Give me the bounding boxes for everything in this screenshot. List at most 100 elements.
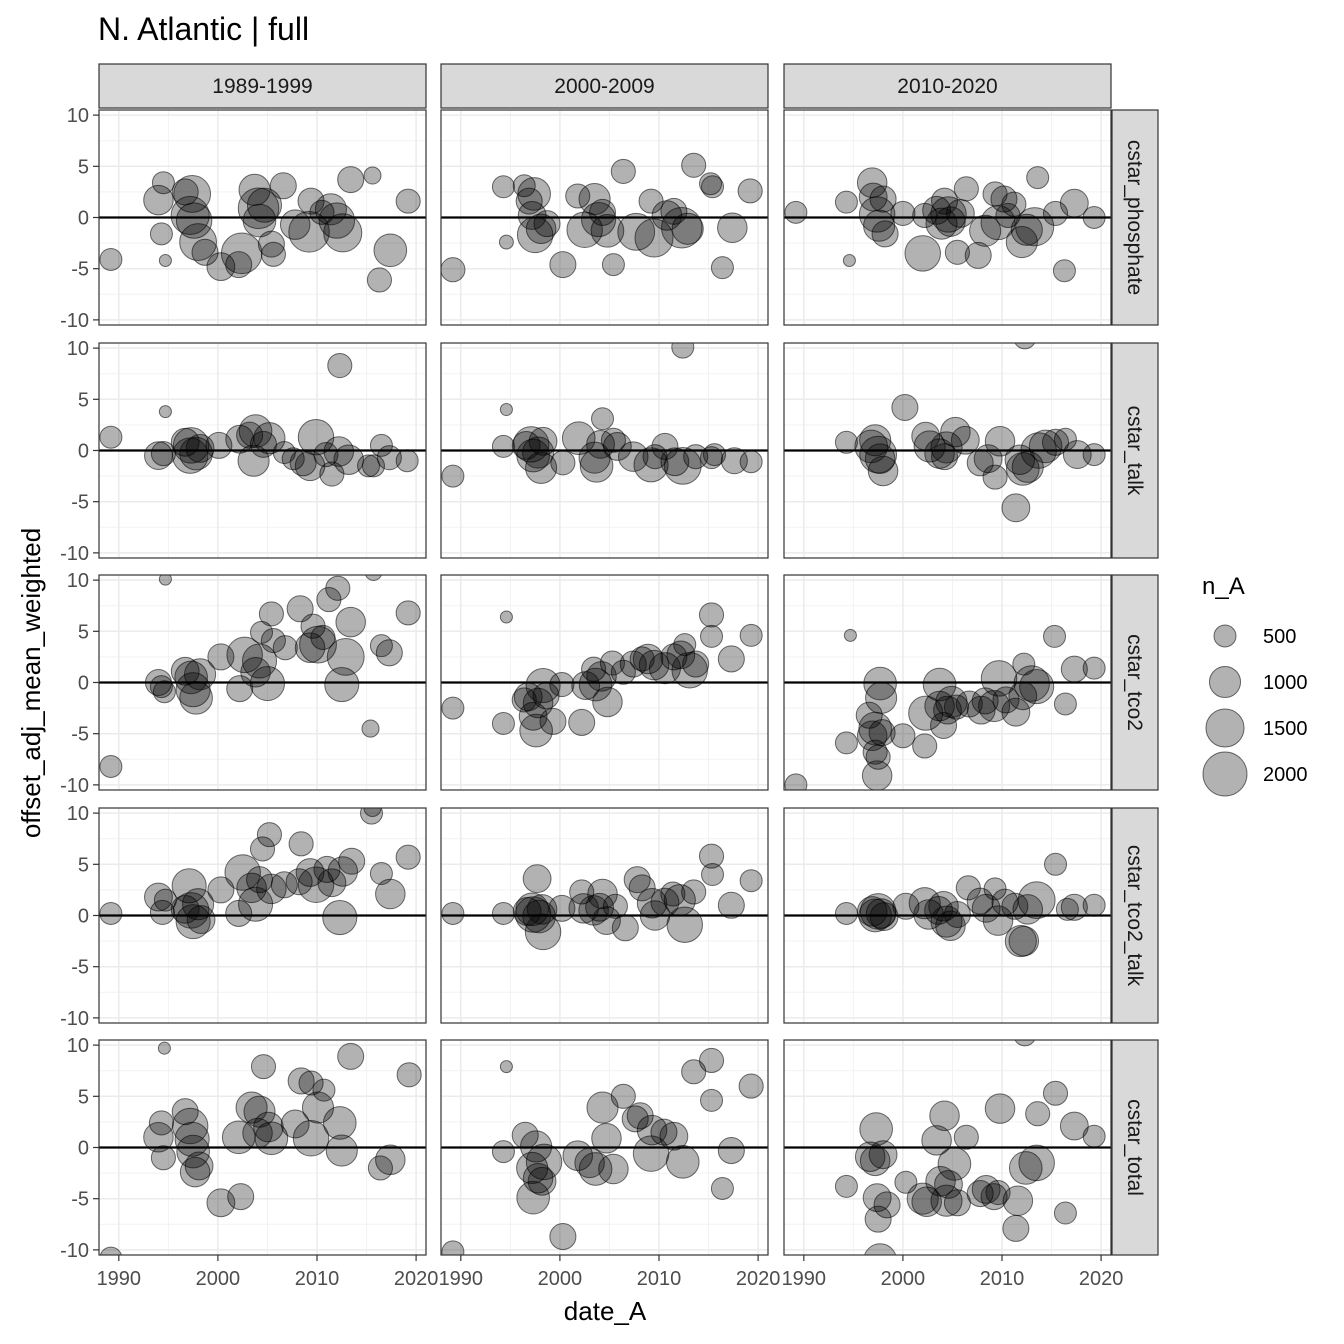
data-point [525, 668, 561, 704]
data-point [226, 636, 263, 674]
data-point [717, 891, 745, 919]
data-point [930, 1184, 963, 1217]
data-point [323, 436, 355, 467]
data-point [441, 696, 465, 720]
data-point [491, 901, 515, 925]
column-strip [783, 63, 1112, 109]
data-point [739, 450, 763, 474]
data-point [921, 1125, 952, 1156]
data-point [369, 433, 393, 457]
data-point [681, 152, 707, 178]
data-point [1005, 226, 1038, 259]
x-tick-label: 2010 [637, 1268, 682, 1290]
data-point [1059, 188, 1089, 218]
data-point [912, 733, 938, 759]
data-point [1059, 1111, 1089, 1141]
data-point [527, 1166, 557, 1196]
data-point [323, 213, 363, 253]
panel-points [441, 152, 763, 283]
data-point [922, 667, 957, 702]
data-point [925, 207, 958, 240]
panel-points [99, 575, 421, 778]
data-point [549, 251, 577, 279]
data-point [172, 427, 210, 464]
data-point [499, 403, 513, 417]
y-tick-label: 0 [78, 1138, 89, 1160]
legend-key-label: 1500 [1263, 718, 1308, 740]
data-point [151, 171, 175, 195]
data-point [739, 869, 763, 893]
data-point [650, 1118, 678, 1146]
data-point [1043, 624, 1067, 648]
size-legend: n_A 500 1000 1500 2000 [1202, 573, 1308, 797]
data-point [717, 1137, 745, 1165]
y-tick-label: 10 [67, 105, 89, 127]
data-point [150, 1145, 176, 1171]
y-tick-label: 5 [78, 389, 89, 411]
data-point [326, 637, 365, 676]
data-point [272, 635, 298, 661]
data-point [1001, 191, 1027, 217]
data-point [984, 1093, 1016, 1124]
data-point [591, 407, 615, 431]
data-point [99, 1246, 122, 1255]
x-tick-label: 2020 [394, 1268, 439, 1290]
data-point [661, 206, 703, 249]
row-strip-label: cstar_total [1123, 1099, 1146, 1196]
panel [440, 109, 769, 326]
data-point [971, 893, 1001, 923]
data-point [99, 901, 123, 925]
y-tick-label: 5 [78, 621, 89, 643]
data-point [170, 195, 210, 236]
data-point [185, 434, 215, 463]
data-point [1018, 1144, 1055, 1182]
data-point [325, 575, 351, 601]
data-point [931, 187, 959, 215]
data-point [610, 1083, 636, 1109]
data-point [945, 198, 975, 228]
data-point [549, 671, 575, 698]
data-point [237, 187, 280, 230]
data-point [864, 443, 896, 474]
panel-border [783, 342, 1112, 559]
panel [783, 342, 1112, 559]
data-point [246, 187, 283, 223]
data-point [632, 643, 664, 675]
data-point [834, 731, 858, 755]
data-point [944, 239, 970, 265]
data-point [260, 241, 286, 267]
data-point [524, 913, 562, 951]
data-point [158, 575, 172, 586]
data-point [395, 600, 421, 626]
data-point [491, 175, 515, 199]
legend-key-circle [1205, 708, 1245, 748]
panel: 1990 2000 2010 2020 [782, 1039, 1123, 1290]
y-tick-label: -5 [71, 724, 89, 746]
panel [440, 574, 769, 791]
data-point [515, 187, 543, 215]
data-point [176, 1134, 210, 1169]
data-point [784, 200, 808, 224]
data-point [522, 864, 552, 894]
data-point [539, 707, 567, 735]
data-point [720, 447, 748, 475]
panel-border [783, 574, 1112, 791]
y-tick-label: 5 [78, 1086, 89, 1108]
data-point [864, 1205, 892, 1233]
data-point [258, 601, 284, 627]
data-point [934, 1169, 963, 1199]
y-tick-label: -5 [71, 492, 89, 514]
column-strip [440, 63, 769, 109]
data-point [698, 602, 725, 628]
data-point [935, 206, 966, 237]
data-point [314, 193, 347, 226]
data-point [581, 656, 607, 682]
data-point [179, 223, 217, 261]
y-tick-label: 0 [78, 208, 89, 230]
data-point [930, 431, 963, 464]
data-point [565, 183, 591, 209]
data-point [184, 658, 217, 691]
row-strip [1111, 1039, 1159, 1256]
y-tick-label: -10 [60, 310, 89, 332]
data-point [375, 639, 403, 667]
